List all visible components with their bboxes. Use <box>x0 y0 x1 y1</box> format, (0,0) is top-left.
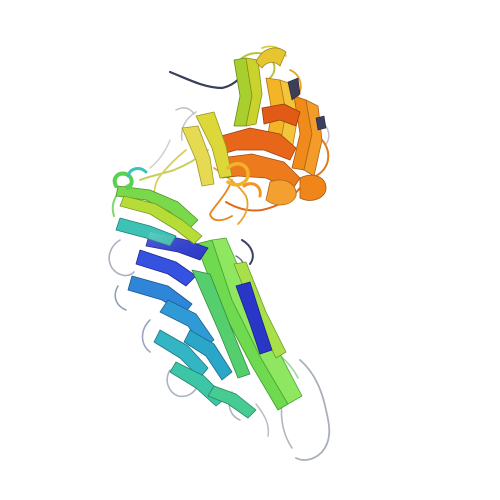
upper-domain-strands <box>181 47 327 206</box>
hinge-turns <box>112 162 262 198</box>
lower-domain-strands <box>115 185 303 419</box>
